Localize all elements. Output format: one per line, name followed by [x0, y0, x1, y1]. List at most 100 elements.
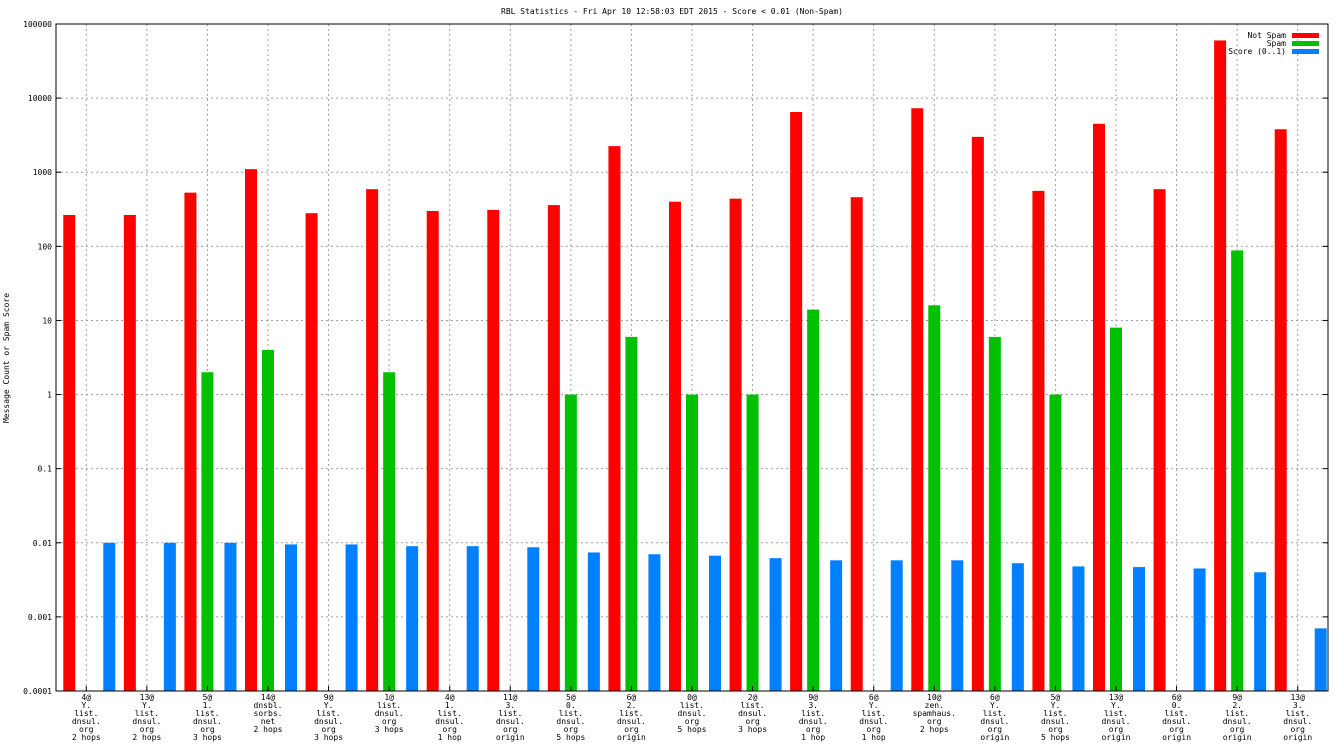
- x-tick-label: list.: [1104, 709, 1128, 718]
- x-tick-label: zen.: [925, 701, 944, 710]
- x-tick-label: 1.: [203, 701, 213, 710]
- x-tick-label: org: [927, 717, 942, 726]
- x-tick-label: Y.: [324, 701, 334, 710]
- x-tick-label: Y.: [990, 701, 1000, 710]
- x-tick-label: org: [988, 725, 1003, 734]
- x-tick-label: sorbs.: [254, 709, 283, 718]
- x-tick-label: 13@: [1109, 693, 1124, 702]
- x-tick-label: origin: [496, 733, 525, 742]
- legend-label: Not Spam: [1247, 31, 1286, 40]
- x-tick-label: list.: [741, 701, 765, 710]
- x-tick-label: origin: [617, 733, 646, 742]
- y-tick-label: 0.1: [38, 465, 53, 474]
- x-tick-label: origin: [1283, 733, 1312, 742]
- x-tick-label: dnsul.: [799, 717, 828, 726]
- bar-score-0-1: [648, 554, 661, 691]
- x-tick-label: list.: [195, 709, 219, 718]
- x-tick-label: Y.: [142, 701, 152, 710]
- x-tick-label: dnsul.: [375, 709, 404, 718]
- x-tick-label: org: [564, 725, 579, 734]
- bar-score-0-1: [285, 544, 297, 691]
- x-tick-label: list.: [1286, 709, 1310, 718]
- bar-spam: [1049, 394, 1062, 691]
- bar-not-spam: [1274, 129, 1287, 692]
- bar-score-0-1: [466, 546, 479, 691]
- x-tick-label: dnsul.: [1041, 717, 1070, 726]
- x-tick-label: org: [382, 717, 397, 726]
- x-tick-label: org: [624, 725, 639, 734]
- bar-spam: [383, 372, 396, 691]
- x-tick-label: org: [1048, 725, 1063, 734]
- y-tick-label: 100000: [23, 20, 52, 29]
- x-tick-label: list.: [1043, 709, 1067, 718]
- x-tick-label: 4@: [81, 693, 91, 702]
- bar-not-spam: [366, 189, 379, 691]
- x-tick-label: 1 hop: [862, 733, 886, 742]
- bar-not-spam: [426, 210, 439, 692]
- bar-spam: [988, 336, 1001, 691]
- bar-not-spam: [729, 198, 742, 691]
- x-tick-label: list.: [135, 709, 159, 718]
- x-tick-label: dnsul.: [1102, 717, 1131, 726]
- x-tick-label: org: [1109, 725, 1124, 734]
- x-tick-label: 13@: [1290, 693, 1305, 702]
- x-tick-label: 9@: [1232, 693, 1242, 702]
- bar-spam: [807, 309, 820, 691]
- x-tick-label: 1 hop: [801, 733, 825, 742]
- x-tick-label: list.: [1225, 709, 1249, 718]
- plot-frame: [55, 23, 1329, 692]
- x-tick-label: org: [79, 725, 94, 734]
- x-tick-label: 6@: [627, 693, 637, 702]
- bar-not-spam: [608, 146, 621, 691]
- x-tick-label: org: [1290, 725, 1305, 734]
- bar-not-spam: [305, 213, 318, 691]
- x-tick-label: org: [1230, 725, 1245, 734]
- bar-spam: [928, 305, 941, 691]
- legend-label: Spam: [1267, 39, 1286, 48]
- bar-spam: [625, 336, 638, 691]
- x-tick-label: org: [685, 717, 700, 726]
- bar-spam: [746, 394, 759, 691]
- x-tick-label: dnsbl.: [254, 701, 283, 710]
- y-tick-label: 100: [38, 242, 53, 251]
- bar-score-0-1: [163, 542, 176, 691]
- bar-score-0-1: [951, 560, 964, 691]
- x-tick-label: 1 hop: [438, 733, 462, 742]
- x-tick-label: list.: [862, 709, 886, 718]
- bar-not-spam: [911, 108, 924, 691]
- x-tick-label: 2@: [748, 693, 758, 702]
- x-tick-label: origin: [1102, 733, 1131, 742]
- x-tick-label: 9@: [808, 693, 818, 702]
- x-tick-label: 13@: [140, 693, 155, 702]
- x-tick-label: dnsul.: [1162, 717, 1191, 726]
- y-tick-label: 10: [42, 316, 52, 325]
- x-tick-label: 3 hops: [193, 733, 222, 742]
- bar-not-spam: [1093, 123, 1105, 692]
- x-tick-label: dnsul.: [617, 717, 646, 726]
- bar-not-spam: [63, 214, 76, 691]
- bar-spam: [201, 372, 214, 691]
- bar-score-0-1: [769, 558, 782, 691]
- bar-spam: [262, 349, 274, 691]
- x-tick-label: 11@: [503, 693, 518, 702]
- bar-score-0-1: [1133, 567, 1145, 691]
- bar-not-spam: [850, 197, 863, 691]
- bar-not-spam: [1214, 40, 1227, 691]
- x-tick-label: 0.: [1172, 701, 1182, 710]
- x-tick-label: org: [140, 725, 155, 734]
- x-tick-label: 2.: [627, 701, 637, 710]
- x-tick-label: 2 hops: [254, 725, 283, 734]
- x-tick-label: 3.: [1293, 701, 1303, 710]
- x-tick-label: Y.: [81, 701, 91, 710]
- x-tick-label: dnsul.: [556, 717, 585, 726]
- x-tick-label: 2 hops: [72, 733, 101, 742]
- bar-not-spam: [487, 209, 500, 691]
- x-tick-label: org: [442, 725, 457, 734]
- bar-score-0-1: [709, 555, 721, 691]
- x-tick-label: 0.: [566, 701, 576, 710]
- x-tick-label: net: [261, 717, 276, 726]
- bar-score-0-1: [224, 542, 237, 691]
- x-tick-label: org: [866, 725, 881, 734]
- x-tick-label: org: [806, 725, 821, 734]
